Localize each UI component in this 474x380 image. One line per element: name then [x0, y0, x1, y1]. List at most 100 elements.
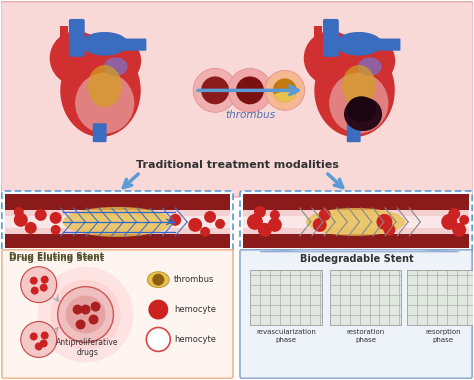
- Bar: [60, 26, 68, 41]
- Circle shape: [200, 227, 210, 237]
- Circle shape: [50, 31, 104, 85]
- Bar: [243, 210, 469, 234]
- Text: thrombus: thrombus: [174, 275, 215, 284]
- Text: revascularization
phase: revascularization phase: [256, 329, 316, 343]
- FancyBboxPatch shape: [2, 250, 233, 378]
- FancyBboxPatch shape: [93, 123, 107, 142]
- Text: hemocyte: hemocyte: [174, 305, 216, 314]
- Text: restoration
phase: restoration phase: [346, 329, 385, 343]
- Bar: [5, 216, 230, 228]
- Circle shape: [319, 209, 331, 221]
- Circle shape: [459, 215, 469, 225]
- Circle shape: [40, 283, 48, 291]
- Text: hemocyte: hemocyte: [174, 335, 216, 344]
- Circle shape: [30, 332, 38, 340]
- Circle shape: [448, 208, 460, 220]
- Circle shape: [51, 225, 61, 235]
- Circle shape: [94, 37, 141, 84]
- Circle shape: [193, 68, 237, 112]
- Circle shape: [273, 78, 297, 102]
- Circle shape: [215, 219, 225, 229]
- Circle shape: [258, 223, 272, 237]
- Ellipse shape: [336, 32, 382, 55]
- FancyBboxPatch shape: [115, 38, 146, 51]
- Ellipse shape: [358, 57, 382, 76]
- Circle shape: [91, 302, 100, 312]
- Wedge shape: [273, 90, 296, 102]
- Bar: [243, 234, 469, 248]
- FancyBboxPatch shape: [69, 19, 85, 57]
- Circle shape: [41, 276, 49, 283]
- Circle shape: [75, 320, 85, 329]
- Circle shape: [169, 214, 181, 226]
- Circle shape: [236, 76, 264, 105]
- Bar: [307, 51, 316, 62]
- Circle shape: [152, 274, 164, 286]
- Circle shape: [148, 299, 168, 320]
- Circle shape: [73, 305, 82, 315]
- Text: Biodegradable Stent: Biodegradable Stent: [300, 254, 413, 264]
- FancyBboxPatch shape: [240, 191, 472, 252]
- Bar: [329, 270, 401, 325]
- Circle shape: [452, 223, 466, 237]
- Circle shape: [21, 267, 57, 302]
- Ellipse shape: [60, 44, 141, 137]
- Text: Traditional treatment modalities: Traditional treatment modalities: [136, 160, 338, 170]
- Polygon shape: [260, 250, 459, 252]
- Circle shape: [228, 68, 272, 112]
- Circle shape: [51, 280, 120, 350]
- FancyBboxPatch shape: [2, 191, 233, 252]
- Circle shape: [38, 267, 133, 363]
- Text: resorption
phase: resorption phase: [426, 329, 461, 343]
- Circle shape: [41, 331, 49, 339]
- Bar: [243, 216, 469, 228]
- Circle shape: [201, 76, 229, 105]
- Circle shape: [35, 209, 47, 221]
- Bar: [5, 210, 230, 234]
- Ellipse shape: [65, 296, 106, 334]
- Bar: [407, 270, 474, 325]
- Circle shape: [376, 214, 392, 230]
- Ellipse shape: [342, 65, 376, 107]
- Bar: [53, 51, 62, 62]
- FancyBboxPatch shape: [240, 250, 472, 378]
- Bar: [250, 270, 322, 325]
- Ellipse shape: [344, 97, 382, 131]
- Text: Drug Eluting Stent: Drug Eluting Stent: [9, 254, 104, 263]
- Bar: [56, 40, 65, 51]
- Text: Drug Eluting Stent: Drug Eluting Stent: [9, 252, 104, 261]
- Ellipse shape: [346, 96, 376, 122]
- Bar: [5, 194, 230, 210]
- FancyBboxPatch shape: [1, 2, 473, 197]
- Ellipse shape: [63, 207, 172, 237]
- Text: thrombus: thrombus: [225, 110, 275, 120]
- Circle shape: [268, 218, 282, 232]
- Circle shape: [247, 214, 263, 230]
- Ellipse shape: [329, 73, 389, 133]
- Circle shape: [50, 212, 62, 224]
- Circle shape: [204, 211, 216, 223]
- FancyBboxPatch shape: [323, 19, 339, 57]
- Circle shape: [35, 342, 43, 350]
- Circle shape: [270, 210, 280, 220]
- FancyBboxPatch shape: [369, 38, 401, 51]
- Circle shape: [14, 213, 28, 227]
- Bar: [243, 194, 469, 210]
- FancyBboxPatch shape: [347, 123, 361, 142]
- Circle shape: [58, 287, 113, 342]
- Bar: [5, 234, 230, 248]
- Circle shape: [304, 31, 358, 85]
- Ellipse shape: [104, 57, 128, 76]
- Bar: [314, 26, 322, 41]
- Circle shape: [441, 214, 457, 230]
- Circle shape: [254, 206, 266, 218]
- Circle shape: [81, 305, 91, 315]
- Ellipse shape: [306, 208, 405, 236]
- Circle shape: [146, 328, 170, 352]
- Ellipse shape: [314, 44, 395, 137]
- Circle shape: [265, 70, 305, 110]
- Ellipse shape: [75, 73, 134, 133]
- Circle shape: [383, 224, 395, 236]
- Ellipse shape: [88, 65, 122, 107]
- Circle shape: [188, 218, 202, 232]
